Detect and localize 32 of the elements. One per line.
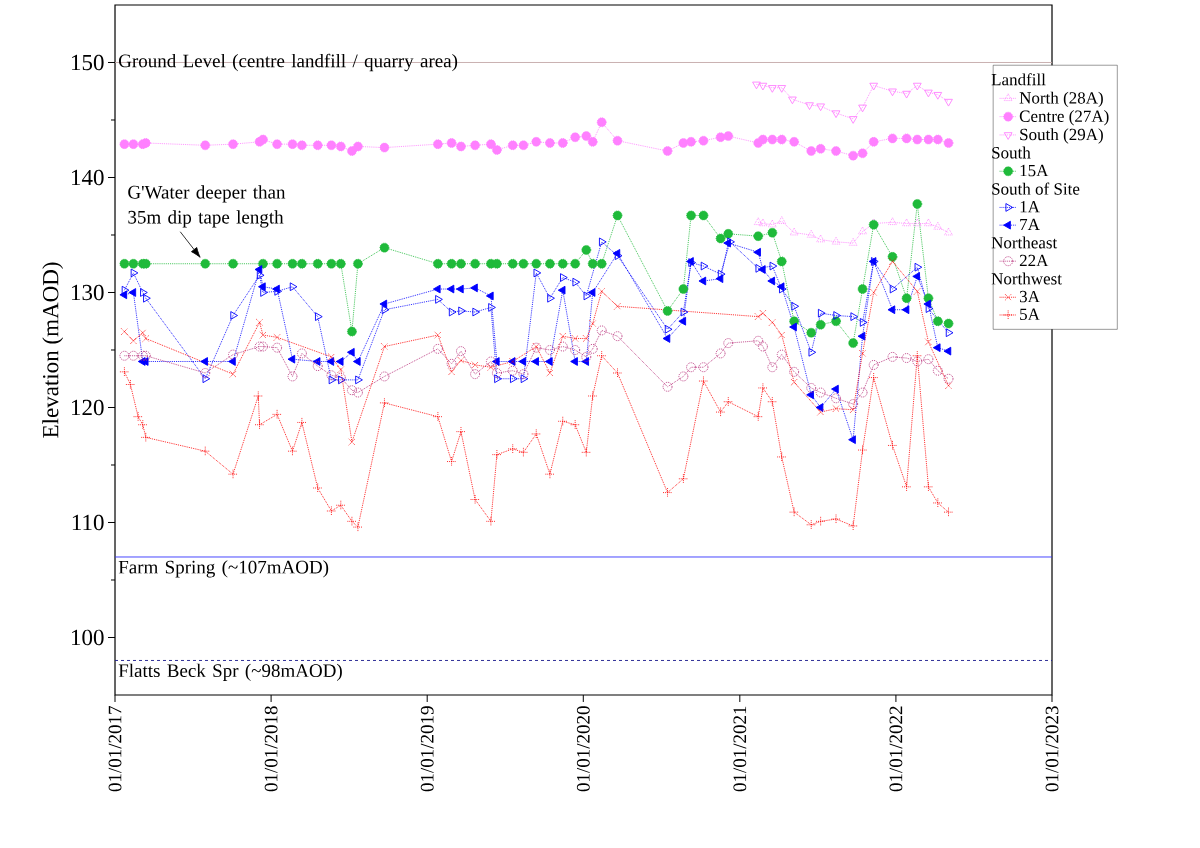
annotation: Northwest [991,272,1062,285]
y-tick-label: 120 [72,399,104,416]
x-tick-label: 01/01/2023 [1045,706,1059,792]
legend-label: North (28A) [1019,91,1103,108]
x-tick-label: 01/01/2022 [889,706,903,792]
x-tick-label: 01/01/2018 [264,706,278,792]
legend-label: 5A [1020,308,1040,321]
legend-label: 7A [1020,218,1040,231]
y-tick-label: 110 [72,514,104,531]
x-tick-label: 01/01/2021 [733,706,747,792]
y-tick-label: 130 [72,284,104,301]
annotation: Northeast [991,236,1058,249]
x-tick-label: 01/01/2017 [108,706,122,792]
annotation: G'Water deeper than 35m dip tape length [128,185,286,228]
ref-line-label: Flatts Beck Spr (~98mAOD) [118,663,342,681]
legend-label: Centre (27A) [1019,109,1109,126]
legend-label: 15A [1020,164,1049,177]
x-tick-label: 01/01/2019 [420,706,434,792]
legend-label: 1A [1020,201,1040,213]
annotation: South [992,146,1031,159]
ref-line-label: Ground Level (centre landfill / quarry area) [118,53,458,72]
legend-label: 3A [1019,290,1040,303]
y-tick-label: 150 [72,54,104,71]
y-axis-title: Elevation (mAOD) [42,262,64,438]
ref-line-label: Farm Spring (~107mAOD) [118,560,329,578]
annotation: Landfill [991,73,1046,86]
annotation: South of Site [992,182,1080,195]
legend-label: 22A [1019,254,1049,267]
x-tick-label: 01/01/2020 [576,706,590,792]
y-tick-label: 140 [72,169,104,186]
legend-label: South (29A) [1020,128,1103,144]
y-tick-label: 100 [72,629,104,646]
